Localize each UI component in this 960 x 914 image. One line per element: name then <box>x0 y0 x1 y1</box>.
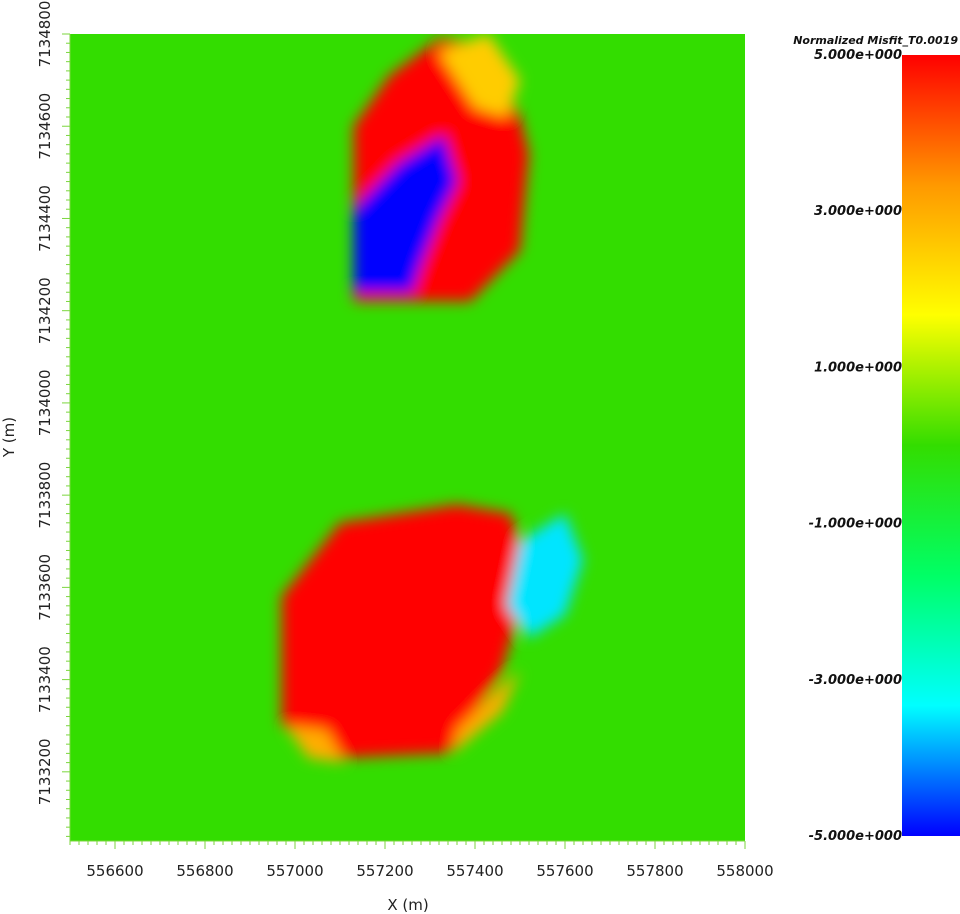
x-axis: 556600 556800 557000 557200 557400 557600 5578… <box>69 840 774 880</box>
colorbar-label: 5.000e+000 <box>814 48 902 63</box>
anomaly-layer <box>281 34 583 763</box>
x-tick-label: 557600 <box>536 862 593 880</box>
x-tick-label: 557400 <box>446 862 503 880</box>
anomaly-1 <box>353 135 457 293</box>
x-tick-label: 557800 <box>626 862 683 880</box>
y-tick-label: 7134800 <box>36 1 54 68</box>
anomaly-6 <box>452 670 520 754</box>
anomaly-3 <box>506 513 583 639</box>
y-tick-label: 7134000 <box>36 369 54 436</box>
x-tick-label: 557200 <box>356 862 413 880</box>
x-tick-label: 556600 <box>86 862 143 880</box>
x-tick-label: 558000 <box>716 862 773 880</box>
y-tick-label: 7133400 <box>36 646 54 713</box>
y-tick-label: 7133800 <box>36 462 54 529</box>
colorbar-labels: 5.000e+000 3.000e+000 1.000e+000 -1.000e+00… <box>809 48 902 844</box>
colorbar-gradient <box>902 55 960 836</box>
y-tick-label: 7134400 <box>36 185 54 252</box>
plot-area <box>70 34 745 841</box>
colorbar-label: -5.000e+000 <box>809 829 902 844</box>
y-axis-title: Y (m) <box>0 417 18 458</box>
anomaly-4 <box>439 34 520 117</box>
y-tick-label: 7134200 <box>36 277 54 344</box>
y-tick-label: 7133200 <box>36 738 54 805</box>
colorbar-label: -3.000e+000 <box>809 673 902 688</box>
colorbar-title: Normalized Misfit_T0.0019 <box>793 34 958 47</box>
colorbar-label: 1.000e+000 <box>814 360 902 375</box>
x-tick-label: 556800 <box>176 862 233 880</box>
anomaly-2 <box>281 504 529 758</box>
y-tick-label: 7133600 <box>36 554 54 621</box>
y-axis: 7133200 7133400 7133600 7133800 7134000 71342… <box>36 1 71 841</box>
y-tick-label: 7134600 <box>36 93 54 160</box>
colorbar-label: -1.000e+000 <box>809 517 902 532</box>
anomaly-5 <box>286 725 345 763</box>
x-axis-title: X (m) <box>387 896 428 914</box>
colorbar: Normalized Misfit_T0.0019 5.000e+000 3.00… <box>793 34 960 844</box>
colorbar-label: 3.000e+000 <box>814 204 902 219</box>
x-tick-label: 557000 <box>266 862 323 880</box>
